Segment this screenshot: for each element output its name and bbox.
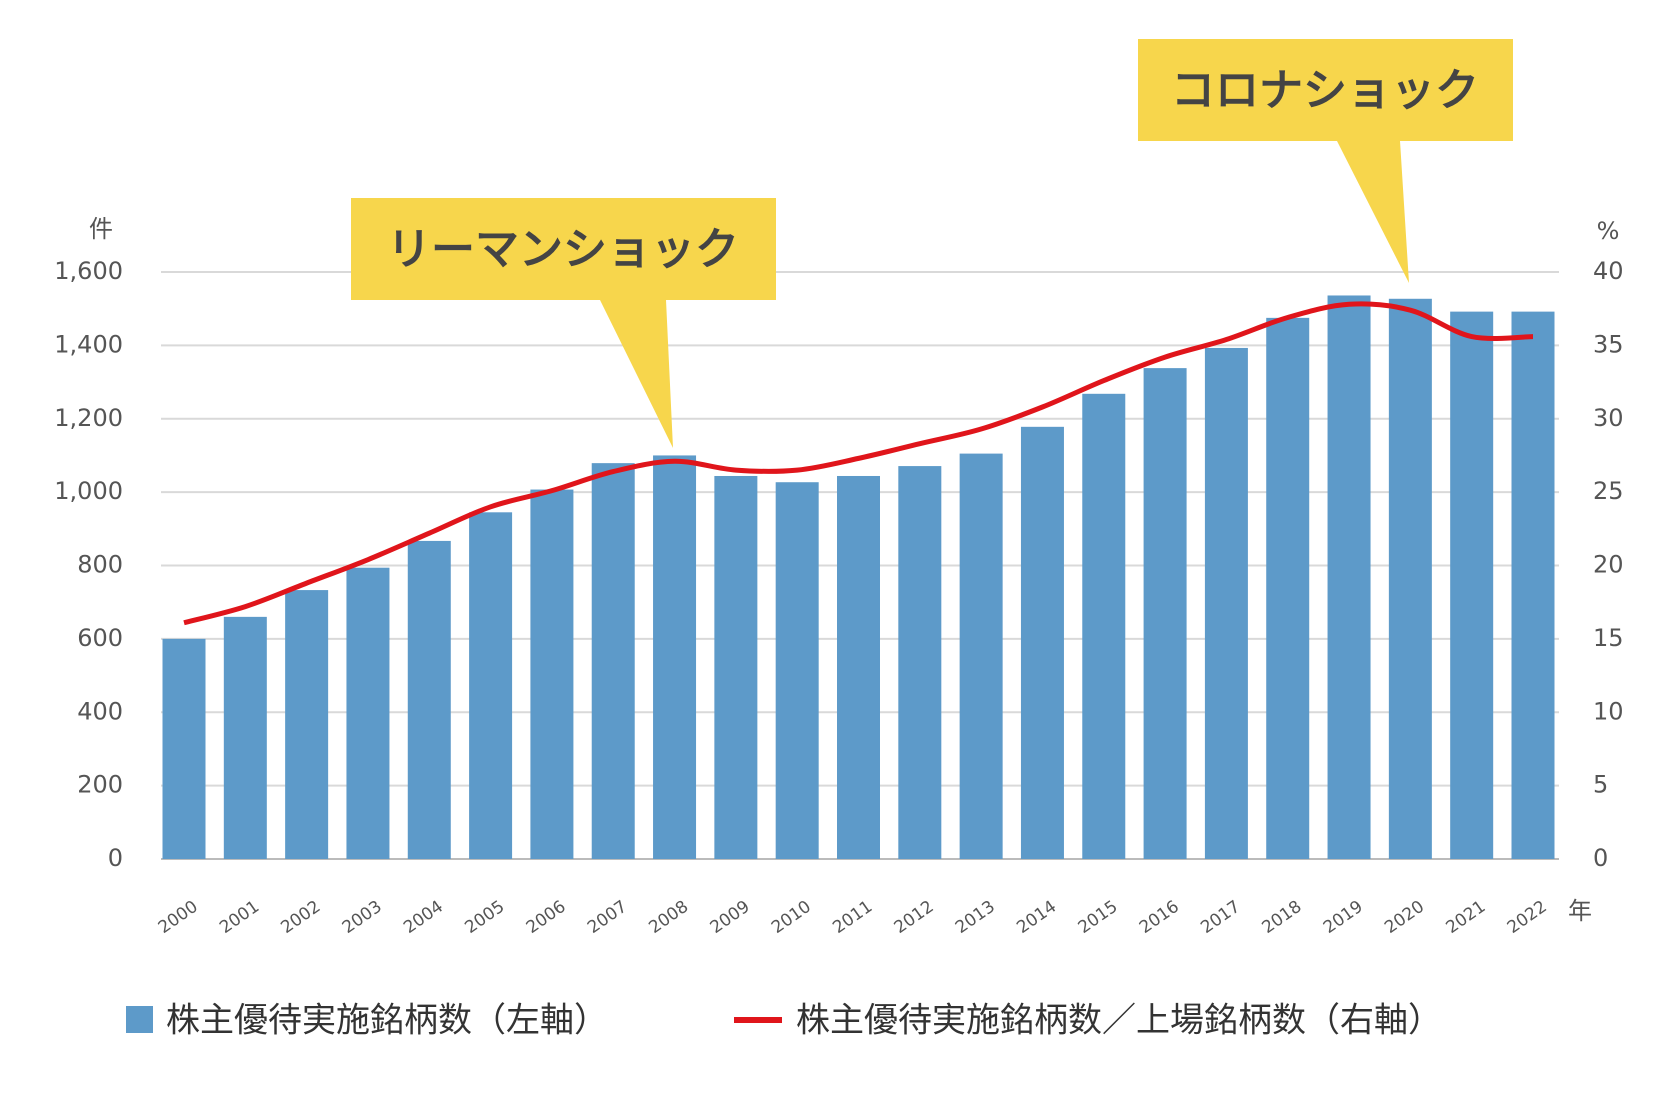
x-tick-label: 2004 [400, 897, 447, 938]
y2-tick-label: 20 [1593, 551, 1624, 579]
bar [1082, 393, 1126, 859]
x-tick-label: 2005 [461, 897, 508, 938]
y-tick-label: 1,600 [54, 257, 123, 285]
annotation: コロナショック [1171, 65, 1479, 116]
bar [1327, 295, 1371, 860]
x-tick-label: 2000 [155, 897, 202, 938]
bar [898, 466, 942, 859]
y2-tick-label: 5 [1593, 771, 1608, 799]
x-tick-label: 2021 [1443, 897, 1490, 938]
x-tick-label: 2018 [1259, 897, 1306, 938]
x-tick-label: 2015 [1075, 897, 1122, 938]
y2-tick-label: 0 [1593, 844, 1608, 872]
x-tick-label: 2012 [891, 897, 938, 938]
bar [1020, 426, 1064, 859]
bar [1450, 311, 1494, 859]
y2-tick-label: 25 [1593, 477, 1624, 505]
line [183, 301, 1534, 626]
x-tick-label: 2013 [952, 897, 999, 938]
x-tick-label: 2014 [1013, 897, 1060, 938]
x-tick-label: 2002 [277, 897, 324, 938]
x-tick-label: 2003 [339, 897, 386, 938]
y2-tick-label: 10 [1593, 697, 1624, 725]
y-tick-label: 1,400 [54, 330, 123, 358]
x-axis-label: 年 [1568, 897, 1592, 925]
y-axis-label: 件 [89, 215, 113, 243]
callout: リーマンショック [351, 198, 776, 448]
y-tick-label: 600 [77, 624, 123, 652]
y2-tick-label: 15 [1593, 624, 1624, 652]
bar [959, 453, 1003, 859]
bar [837, 475, 880, 859]
bar [591, 463, 635, 859]
bar [346, 567, 390, 859]
bar [530, 489, 574, 859]
y-tick-label: 400 [77, 697, 123, 725]
y-tick-label: 1,200 [54, 404, 123, 432]
x-tick-label: 2007 [584, 897, 631, 938]
legend-label: 株主優待実施銘柄数／上場銘柄数（右軸） [796, 1001, 1442, 1041]
x-tick-label: 2017 [1197, 897, 1244, 938]
legend-label: 株主優待実施銘柄数（左軸） [166, 1001, 608, 1041]
callout-box [1138, 39, 1513, 283]
x-tick-label: 2020 [1381, 897, 1428, 938]
bar [1511, 311, 1555, 859]
bar [1143, 368, 1187, 859]
y2-tick-label: 30 [1593, 404, 1624, 432]
y2-axis-label: % [1597, 217, 1620, 245]
bar [407, 540, 451, 859]
x-tick-label: 2016 [1136, 897, 1183, 938]
bar [223, 616, 267, 859]
x-tick-label: 2009 [707, 897, 754, 938]
legend-swatch [126, 1006, 153, 1033]
x-tick-label: 2001 [216, 897, 263, 938]
callout: コロナショック [1138, 39, 1513, 283]
bar [162, 638, 206, 859]
y2-tick-label: 40 [1593, 257, 1624, 285]
x-tick-label: 2011 [829, 897, 876, 938]
y-tick-label: 1,000 [54, 477, 123, 505]
bar [1204, 347, 1248, 859]
x-tick-label: 2006 [523, 897, 570, 938]
y-tick-label: 800 [77, 551, 123, 579]
bar [1266, 317, 1310, 859]
x-tick-label: 2010 [768, 897, 815, 938]
bar [1388, 298, 1432, 859]
x-tick-label: 2022 [1504, 897, 1551, 938]
x-tick-label: 2019 [1320, 897, 1367, 938]
bar [285, 590, 329, 859]
bar [714, 475, 758, 859]
y2-tick-label: 35 [1593, 330, 1624, 358]
annotation: リーマンショック [387, 224, 739, 275]
x-tick-label: 2008 [645, 897, 692, 938]
bar [775, 482, 819, 859]
callout-box [351, 198, 776, 448]
bar [653, 455, 697, 859]
bar [469, 512, 513, 859]
y-tick-label: 200 [77, 771, 123, 799]
y-tick-label: 0 [108, 844, 123, 872]
